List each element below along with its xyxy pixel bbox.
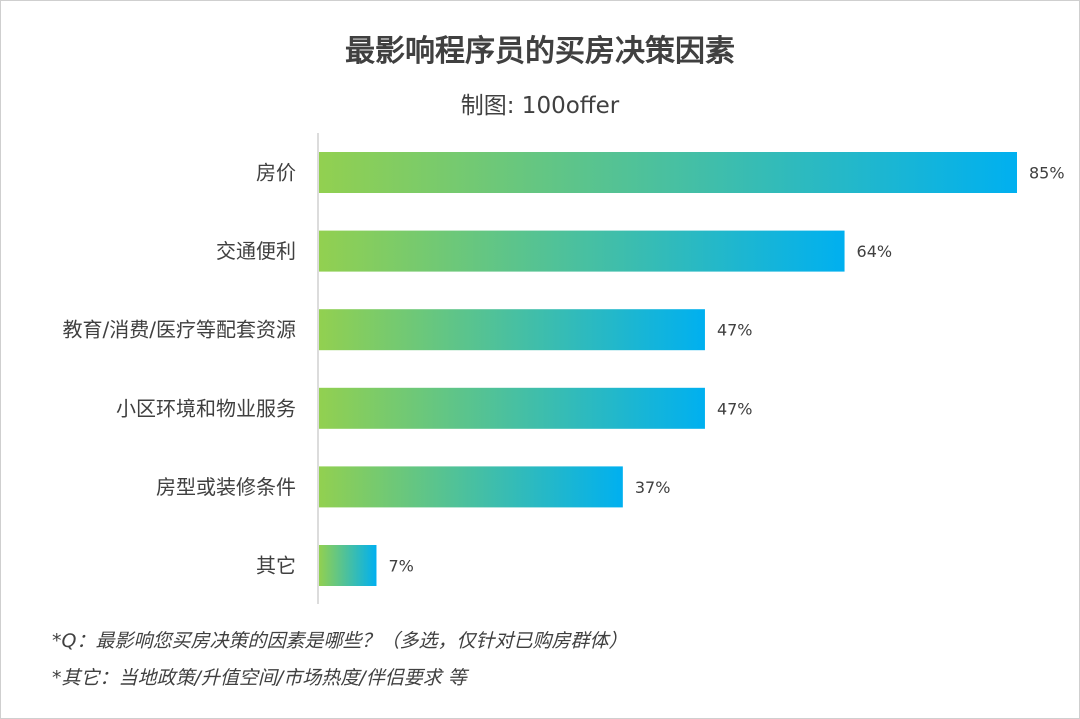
other-note: *其它：当地政策/升值空间/市场热度/伴侣要求 等 <box>52 667 467 689</box>
bar <box>319 545 377 586</box>
bar <box>319 152 1017 193</box>
value-label: 7% <box>388 557 413 576</box>
value-label: 64% <box>857 242 893 261</box>
value-label: 47% <box>717 321 753 340</box>
category-label: 交通便利 <box>216 239 296 263</box>
bar <box>319 387 705 429</box>
category-label: 其它 <box>256 554 296 578</box>
value-label: 47% <box>717 399 753 418</box>
question-note: *Q：最影响您买房决策的因素是哪些？（多选，仅针对已购房群体） <box>52 630 628 652</box>
category-label: 教育/消费/医疗等配套资源 <box>63 318 296 342</box>
value-label: 37% <box>635 478 671 497</box>
category-label: 房价 <box>256 161 296 185</box>
category-label: 房型或装修条件 <box>156 475 296 499</box>
category-label: 小区环境和物业服务 <box>116 396 296 420</box>
chart-title: 最影响程序员的买房决策因素 <box>345 34 735 69</box>
bar <box>319 309 705 351</box>
chart-subtitle: 制图: 100offer <box>460 93 620 119</box>
value-label: 85% <box>1029 164 1065 183</box>
bar <box>319 466 623 508</box>
bar <box>319 230 845 272</box>
